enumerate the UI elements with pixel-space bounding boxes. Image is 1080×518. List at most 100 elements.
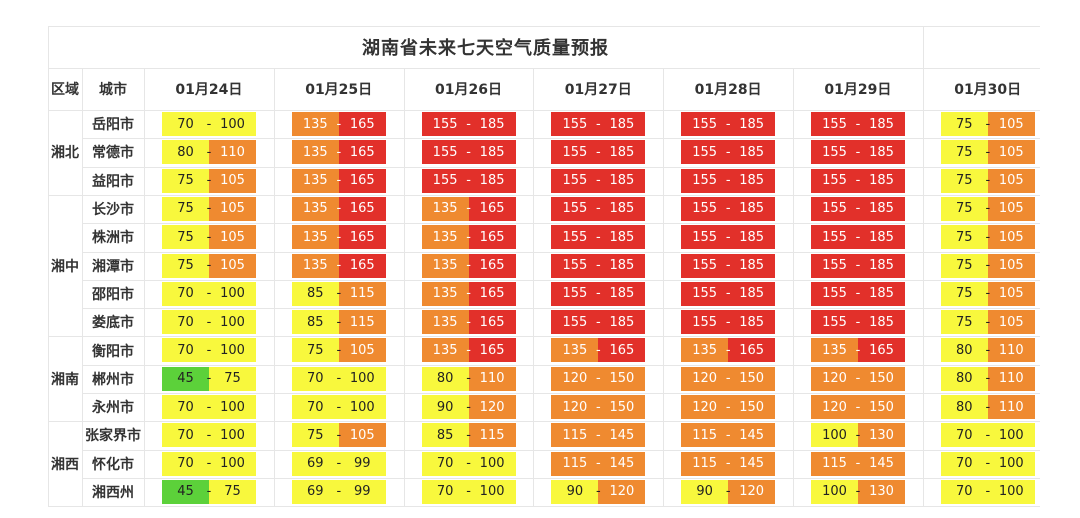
aqi-low-value: 155 [811, 140, 858, 165]
aqi-high-value: 105 [987, 253, 1035, 278]
range-dash: - [725, 286, 731, 302]
aqi-low-value: 135 [291, 253, 339, 278]
aqi-low-value: 155 [811, 196, 858, 221]
range-dash: - [855, 229, 861, 245]
aqi-low-value: 85 [291, 310, 339, 335]
aqi-high-value: 110 [987, 366, 1035, 391]
aqi-high-value: 105 [209, 168, 256, 193]
region-label: 湘北 [51, 145, 79, 162]
city-label: 湘西州 [92, 485, 134, 502]
range-dash: - [985, 144, 991, 160]
aqi-low-value: 135 [421, 310, 469, 335]
aqi-high-value: 105 [338, 423, 386, 448]
aqi-range-cell: 70 100- [940, 423, 1035, 448]
range-dash: - [336, 173, 342, 189]
range-dash: - [596, 173, 601, 189]
aqi-range-cell: 135 165- [421, 281, 516, 306]
aqi-high-value: 165 [338, 225, 386, 250]
aqi-high-value: 185 [598, 281, 646, 306]
range-dash: - [596, 371, 601, 387]
city-label: 怀化市 [92, 456, 134, 473]
aqi-low-value: 155 [811, 225, 858, 250]
aqi-range-cell: 155 185- [551, 281, 646, 306]
grid-vline [144, 68, 145, 507]
range-dash: - [206, 229, 212, 245]
aqi-range-cell: 85 115- [421, 423, 516, 448]
aqi-range-cell: 45 75- [162, 366, 256, 391]
aqi-low-value: 75 [162, 196, 209, 221]
range-dash: - [336, 144, 342, 160]
aqi-low-value: 70 [162, 423, 209, 448]
aqi-high-value: 100 [209, 451, 256, 476]
grid-hline [48, 26, 1040, 27]
aqi-low-value: 45 [162, 366, 209, 391]
aqi-low-value: 85 [291, 281, 339, 306]
aqi-high-value: 120 [728, 479, 776, 504]
range-dash: - [725, 342, 731, 358]
aqi-low-value: 155 [811, 168, 858, 193]
aqi-low-value: 155 [681, 281, 729, 306]
aqi-range-cell: 135 165- [291, 225, 386, 250]
aqi-low-value: 120 [551, 395, 599, 419]
aqi-range-cell: 155 185- [551, 310, 646, 335]
aqi-range-cell: 155 185- [421, 168, 516, 193]
aqi-range-cell: 70 100- [162, 423, 256, 448]
aqi-high-value: 185 [468, 168, 516, 193]
range-dash: - [985, 314, 991, 330]
date-header-7: 01月30日 [954, 82, 1022, 98]
range-dash: - [466, 314, 471, 330]
aqi-low-value: 155 [551, 225, 599, 250]
range-dash: - [466, 484, 471, 500]
aqi-low-value: 155 [551, 281, 599, 306]
aqi-high-value: 185 [728, 168, 776, 193]
region-label: 湘西 [51, 456, 79, 473]
aqi-range-cell: 135 165- [421, 253, 516, 278]
aqi-high-value: 185 [858, 310, 905, 335]
aqi-high-value: 165 [468, 310, 516, 335]
aqi-high-value: 145 [858, 451, 905, 476]
range-dash: - [596, 229, 601, 245]
aqi-range-cell: 75 105- [162, 196, 256, 221]
aqi-high-value: 100 [338, 395, 386, 419]
range-dash: - [336, 456, 342, 472]
aqi-low-value: 135 [421, 281, 469, 306]
aqi-low-value: 85 [421, 423, 469, 448]
aqi-high-value: 185 [728, 225, 776, 250]
aqi-low-value: 90 [681, 479, 729, 504]
aqi-range-cell: 70 100- [162, 451, 256, 476]
aqi-high-value: 165 [468, 281, 516, 306]
range-dash: - [985, 399, 991, 415]
aqi-high-value: 105 [987, 168, 1035, 193]
aqi-range-cell: 75 105- [940, 310, 1035, 335]
aqi-high-value: 100 [987, 423, 1035, 448]
aqi-range-cell: 155 185- [681, 253, 776, 278]
aqi-high-value: 105 [987, 281, 1035, 306]
aqi-low-value: 75 [940, 253, 988, 278]
range-dash: - [206, 201, 212, 217]
aqi-range-cell: 70 100- [162, 395, 256, 419]
aqi-low-value: 75 [162, 168, 209, 193]
aqi-range-cell: 155 185- [811, 281, 905, 306]
aqi-low-value: 135 [291, 140, 339, 165]
aqi-range-cell: 80 110- [421, 366, 516, 391]
range-dash: - [336, 371, 342, 387]
aqi-high-value: 150 [858, 366, 905, 391]
aqi-range-cell: 75 105- [291, 423, 386, 448]
aqi-range-cell: 120 150- [681, 366, 776, 391]
aqi-range-cell: 135 165- [421, 196, 516, 221]
range-dash: - [336, 116, 342, 132]
range-dash: - [336, 201, 342, 217]
range-dash: - [336, 258, 342, 273]
range-dash: - [466, 258, 471, 273]
aqi-low-value: 135 [291, 196, 339, 221]
range-dash: - [336, 314, 342, 330]
city-label: 郴州市 [92, 371, 134, 388]
aqi-range-cell: 135 165- [681, 338, 776, 363]
aqi-high-value: 150 [598, 395, 646, 419]
range-dash: - [855, 456, 861, 472]
aqi-high-value: 105 [338, 338, 386, 363]
aqi-high-value: 130 [858, 423, 905, 448]
aqi-high-value: 165 [338, 140, 386, 165]
grid-vline [82, 68, 83, 507]
aqi-low-value: 155 [551, 253, 599, 278]
